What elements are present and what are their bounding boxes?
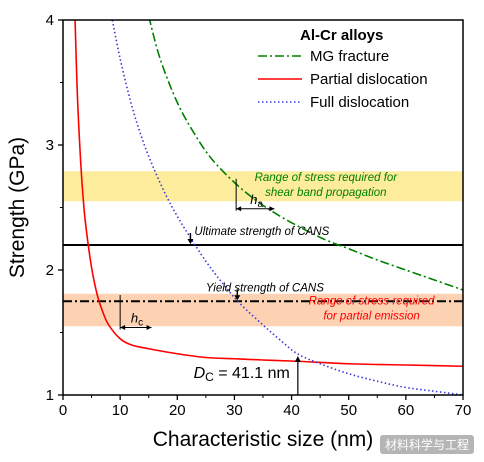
reference-line-label-0: Ultimate strength of CANS xyxy=(194,226,329,238)
marker-arrow-left-0 xyxy=(236,206,242,212)
annotations: Range of stress required for shear band p… xyxy=(119,172,436,395)
critical-size-label-sub: C xyxy=(205,370,214,384)
legend-label-1: Partial dislocation xyxy=(310,71,428,88)
stress-band-label-0-0: Range of stress required for xyxy=(255,172,399,184)
stress-band-label-0-1: shear band propagation xyxy=(265,187,387,199)
reference-lines xyxy=(63,244,463,303)
y-tick-label-2: 3 xyxy=(46,137,54,154)
y-axis-title: Strength (GPa) xyxy=(6,137,29,278)
y-tick-label-3: 4 xyxy=(46,12,54,29)
y-tick-label-0: 1 xyxy=(46,387,54,404)
marker-label-sub-1: c xyxy=(138,318,143,329)
legend-title: Al-Cr alloys xyxy=(300,27,383,44)
stress-bands xyxy=(63,171,463,327)
y-tick-label-1: 2 xyxy=(46,262,54,279)
marker-arrow-right-0 xyxy=(269,206,275,212)
series-lines xyxy=(74,20,463,395)
reference-arrow-head-0 xyxy=(187,239,194,244)
legend: Al-Cr alloys MG fracture Partial dislocati… xyxy=(258,27,428,111)
x-tick-label-5: 50 xyxy=(340,402,357,419)
x-axis-title: Characteristic size (nm) xyxy=(153,428,374,451)
x-tick-label-1: 10 xyxy=(112,402,129,419)
series-line-partial-dislocation xyxy=(74,20,463,368)
marker-label-sub-0: a xyxy=(258,199,264,210)
stress-band-label-1-1: for partial emission xyxy=(323,311,420,323)
series-line-mg-fracture xyxy=(148,20,463,291)
critical-size-label: DC = 41.1 nm xyxy=(194,365,290,384)
marker-arrow-left-1 xyxy=(120,325,126,330)
x-tick-label-0: 0 xyxy=(59,402,67,419)
stress-band-1 xyxy=(63,293,463,327)
reference-arrow-head-1 xyxy=(234,295,241,301)
x-tick-label-3: 30 xyxy=(226,402,243,419)
critical-size-arrow xyxy=(294,356,301,362)
x-tick-label-4: 40 xyxy=(283,402,300,419)
marker-arrow-right-1 xyxy=(146,325,152,330)
legend-label-2: Full dislocation xyxy=(310,94,409,111)
x-tick-label-7: 70 xyxy=(455,402,472,419)
x-tick-label-6: 60 xyxy=(398,402,415,419)
watermark: 材料科学与工程 xyxy=(379,435,474,454)
axis-ticks: 0 10 20 30 40 50 60 70 1 2 3 4 xyxy=(46,12,472,419)
x-tick-label-2: 20 xyxy=(169,402,186,419)
critical-size-label-rest: = 41.1 nm xyxy=(214,365,290,382)
reference-line-label-1: Yield strength of CANS xyxy=(206,282,324,294)
stress-band-label-1-0: Range of stress required xyxy=(309,296,436,308)
critical-size-label-main: D xyxy=(194,365,206,382)
legend-label-0: MG fracture xyxy=(310,48,389,65)
stress-band-0 xyxy=(63,171,463,202)
